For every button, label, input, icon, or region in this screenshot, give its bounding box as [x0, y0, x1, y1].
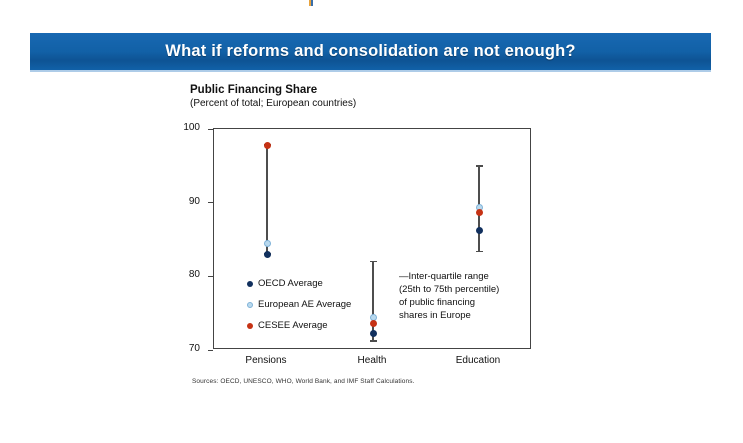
- iqr-whisker: [266, 145, 268, 255]
- chart-legend: OECD Average European AE Average CESEE Ave…: [247, 273, 351, 336]
- slide-title: What if reforms and consolidation are no…: [165, 42, 576, 60]
- x-axis-category-label: Pensions: [245, 355, 287, 366]
- y-axis-tick-label: 90: [188, 195, 200, 207]
- data-point-oecd-average: [475, 227, 483, 235]
- annotation-line: (25th to 75th percentile): [399, 284, 500, 295]
- y-axis-tick: [208, 349, 213, 351]
- legend-item: OECD Average: [247, 273, 351, 294]
- iqr-whisker-cap: [475, 250, 483, 253]
- x-axis-labels: Pensions Health Education: [213, 355, 531, 369]
- data-point-oecd-average: [263, 250, 271, 258]
- plot-area: OECD Average European AE Average CESEE Ave…: [208, 128, 534, 351]
- legend-marker-icon: [247, 322, 253, 329]
- annotation-line: shares in Europe: [399, 310, 471, 321]
- legend-label: European AE Average: [258, 299, 352, 310]
- data-point-cesee-average: [475, 209, 483, 217]
- iqr-whisker-cap: [475, 165, 483, 167]
- legend-marker-icon: [247, 280, 253, 287]
- data-point-oecd-average: [369, 330, 377, 338]
- data-point-cesee-average: [369, 319, 377, 327]
- iqr-whisker-cap: [369, 260, 377, 263]
- sources-note: Sources: OECD, UNESCO, WHO, World Bank, …: [192, 378, 415, 385]
- y-axis-tick-label: 80: [188, 269, 200, 281]
- legend-label: OECD Average: [258, 278, 323, 289]
- chart-title: Public Financing Share: [190, 84, 318, 96]
- data-point-european-ae-average: [263, 239, 271, 247]
- legend-marker-icon: [247, 301, 253, 308]
- annotation-line: of public financing: [399, 297, 476, 308]
- top-crop-mark: [309, 0, 313, 6]
- x-axis-category-label: Health: [357, 355, 387, 366]
- y-axis-tick-label: 100: [183, 122, 200, 133]
- y-axis-tick: [208, 275, 213, 277]
- legend-item: CESEE Average: [247, 315, 351, 336]
- iqr-whisker-cap: [369, 340, 377, 342]
- y-axis-labels: 70 80 90 100: [170, 122, 208, 354]
- slide-title-banner: What if reforms and consolidation are no…: [30, 33, 711, 72]
- annotation-line: —Inter-quartile range: [399, 271, 489, 282]
- chart-subtitle: (Percent of total; European countries): [190, 98, 357, 109]
- y-axis-tick: [208, 128, 213, 130]
- iqr-annotation: —Inter-quartile range (25th to 75th perc…: [399, 270, 534, 322]
- iqr-whisker: [372, 261, 374, 342]
- y-axis-tick: [208, 202, 213, 204]
- legend-item: European AE Average: [247, 294, 351, 315]
- legend-label: CESEE Average: [258, 320, 328, 331]
- y-axis-tick-label: 70: [188, 343, 200, 354]
- x-axis-category-label: Education: [455, 355, 501, 366]
- data-point-cesee-average: [263, 141, 271, 149]
